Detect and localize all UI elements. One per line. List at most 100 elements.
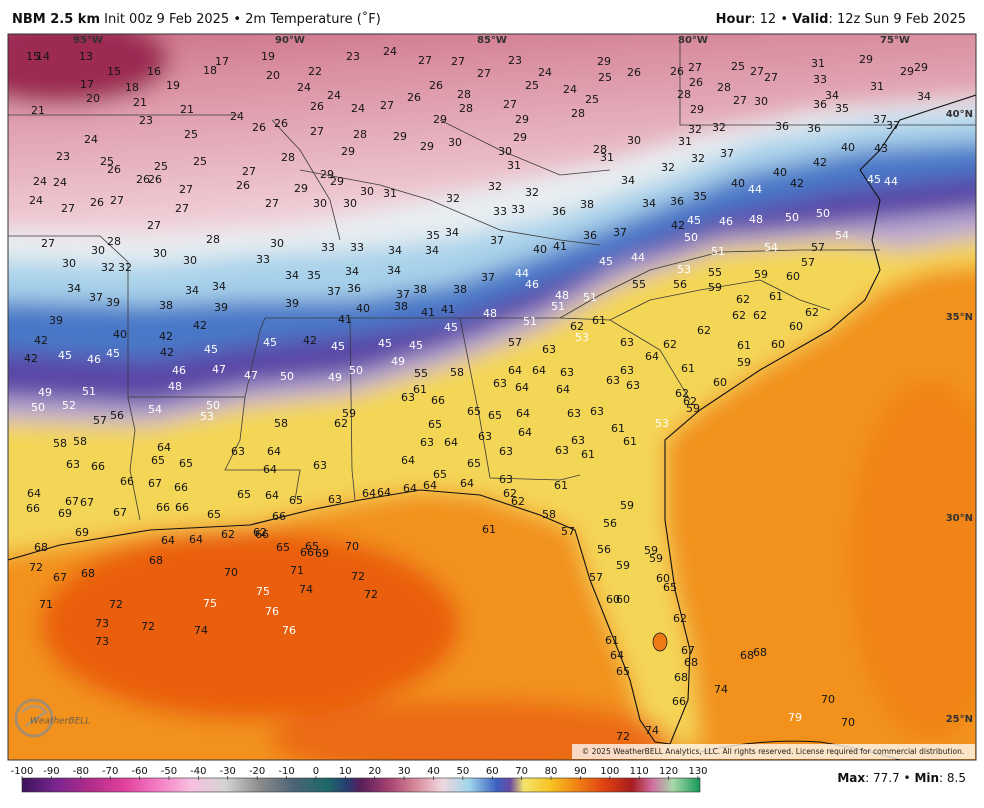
state-border <box>439 119 611 176</box>
temperature: 42 <box>303 334 317 347</box>
state-border <box>559 249 880 319</box>
temperature: 68 <box>674 671 688 684</box>
separator: • <box>233 12 242 27</box>
temperature: 74 <box>194 624 208 637</box>
temperature: 32 <box>488 180 502 193</box>
temperature: 34 <box>67 282 81 295</box>
temperature: 67 <box>80 496 94 509</box>
temperature: 37 <box>873 113 887 126</box>
temperature: 50 <box>206 399 220 412</box>
temperature: 32 <box>661 161 675 174</box>
temperature: 24 <box>351 102 365 115</box>
temperature: 54 <box>835 229 849 242</box>
temperature: 32 <box>712 121 726 134</box>
temperature: 48 <box>168 380 182 393</box>
temperature: 63 <box>420 436 434 449</box>
temperature: 62 <box>675 387 689 400</box>
temperature: 66 <box>91 460 105 473</box>
temperature: 75 <box>256 585 270 598</box>
temperature: 38 <box>413 283 427 296</box>
temperature: 34 <box>445 226 459 239</box>
state-border <box>244 317 266 398</box>
temperature: 50 <box>816 207 830 220</box>
copyright: © 2025 WeatherBELL Analytics, LLC. All r… <box>582 747 964 756</box>
map-frame <box>7 33 977 761</box>
temperature: 64 <box>460 477 474 490</box>
state-border <box>349 317 356 501</box>
temperature: 34 <box>285 269 299 282</box>
temperature: 60 <box>713 376 727 389</box>
temperature: 46 <box>719 215 733 228</box>
temperature: 27 <box>418 54 432 67</box>
temperature: 64 <box>27 487 41 500</box>
temperature: 33 <box>256 253 270 266</box>
temperature: 27 <box>179 183 193 196</box>
temperature: 41 <box>553 240 567 253</box>
temperature: 25 <box>184 128 198 141</box>
valid: : 12z Sun 9 Feb 2025 <box>828 12 966 27</box>
temperature: 56 <box>110 409 124 422</box>
temperature: 34 <box>642 197 656 210</box>
temperature: 39 <box>106 296 120 309</box>
temperature: 65 <box>289 494 303 507</box>
temperature: 29 <box>433 113 447 126</box>
temperature: 44 <box>748 183 762 196</box>
temperature: 72 <box>109 598 123 611</box>
temperature: 26 <box>670 65 684 78</box>
temperature: 30 <box>498 145 512 158</box>
temperature: 72 <box>616 730 630 743</box>
temperature: 27 <box>733 94 747 107</box>
temperature: 37 <box>490 234 504 247</box>
temperature: 64 <box>423 479 437 492</box>
header-left: NBM 2.5 km Init 00z 9 Feb 2025 • 2m Temp… <box>12 12 381 27</box>
temperature: 59 <box>737 356 751 369</box>
temperature: 76 <box>282 624 296 637</box>
temperature: 24 <box>33 175 47 188</box>
temperature: 63 <box>555 444 569 457</box>
temperature: 21 <box>133 96 147 109</box>
temperature: 51 <box>82 385 96 398</box>
temperature: 68 <box>149 554 163 567</box>
temperature: 42 <box>160 346 174 359</box>
temperature: 24 <box>538 66 552 79</box>
temperature: 42 <box>159 330 173 343</box>
colorbar-tick-label: -80 <box>73 766 89 777</box>
temperature: 26 <box>107 163 121 176</box>
temperature: 28 <box>457 88 471 101</box>
colorbar-tick-label: -30 <box>220 766 236 777</box>
temperature: 45 <box>331 340 345 353</box>
temperature: 64 <box>645 350 659 363</box>
colorbar-tick-label: 0 <box>313 766 319 777</box>
temperature: 63 <box>590 405 604 418</box>
temperature: 58 <box>274 417 288 430</box>
temperature: 60 <box>786 270 800 283</box>
temperature: 33 <box>321 241 335 254</box>
temperature: 63 <box>620 364 634 377</box>
temperature: 63 <box>542 343 556 356</box>
temperature: 29 <box>320 168 334 181</box>
colorbar-tick-label: 90 <box>574 766 587 777</box>
temperature: 67 <box>148 477 162 490</box>
temperature: 45 <box>599 255 613 268</box>
state-border <box>609 279 831 321</box>
colorbar-tick-label: -70 <box>102 766 118 777</box>
temperature: 66 <box>26 502 40 515</box>
coastline <box>8 94 976 745</box>
temperature: 29 <box>330 175 344 188</box>
temperature: 62 <box>697 324 711 337</box>
temperature: 34 <box>345 265 359 278</box>
temperature: 65 <box>433 468 447 481</box>
temperature: 34 <box>825 89 839 102</box>
temperature: 73 <box>95 635 109 648</box>
temperature: 29 <box>341 145 355 158</box>
gulf-warm <box>40 530 460 720</box>
temperature: 27 <box>110 194 124 207</box>
temperature: 17 <box>80 78 94 91</box>
temperature: 32 <box>688 123 702 136</box>
temperature: 43 <box>874 142 888 155</box>
temperature: 53 <box>200 410 214 423</box>
temperature: 37 <box>481 271 495 284</box>
colorbar-tick-label: 40 <box>427 766 440 777</box>
temperature: 26 <box>148 173 162 186</box>
temperature: 28 <box>459 102 473 115</box>
